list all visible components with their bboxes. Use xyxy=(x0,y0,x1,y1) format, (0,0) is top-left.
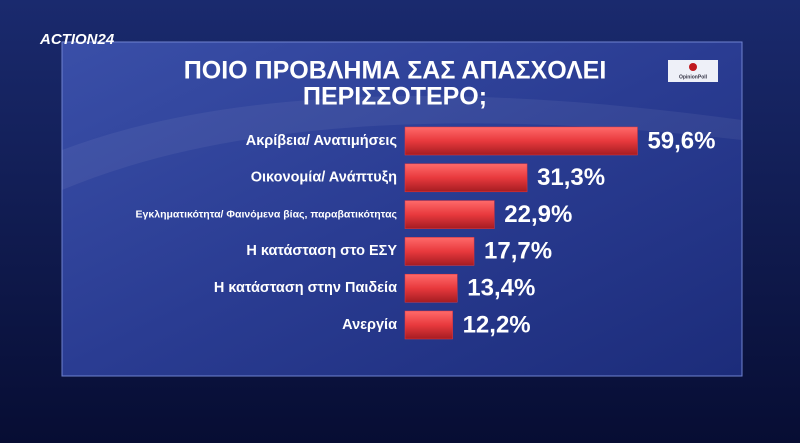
channel-logo: ACTION24 xyxy=(39,31,115,48)
value-label: 17,7% xyxy=(484,238,552,265)
category-label: Εγκληματικότητα/ Φαινόμενα βίας, παραβατ… xyxy=(136,208,398,220)
bar xyxy=(404,310,453,340)
bar xyxy=(404,126,638,156)
swoosh xyxy=(62,96,742,190)
category-label: Οικονομία/ Ανάπτυξη xyxy=(251,170,397,186)
source-logo: OpinionPoll xyxy=(679,74,708,80)
value-label: 22,9% xyxy=(504,201,572,228)
value-label: 59,6% xyxy=(647,127,715,154)
category-label: Ακρίβεια/ Ανατιμήσεις xyxy=(246,133,397,149)
chart-title: ΠΕΡΙΣΣΟΤΕΡΟ; xyxy=(303,83,487,111)
value-label: 13,4% xyxy=(467,275,535,302)
panel xyxy=(61,41,743,377)
bar xyxy=(404,200,495,229)
chart-title: ΠΟΙΟ ΠΡΟΒΛΗΜΑ ΣΑΣ ΑΠΑΣΧΟΛΕΙ xyxy=(184,57,607,85)
value-label: 12,2% xyxy=(463,311,531,338)
source-logo-dot xyxy=(689,63,697,71)
category-label: Η κατάσταση στο ΕΣΥ xyxy=(246,243,397,259)
value-label: 31,3% xyxy=(537,164,605,191)
category-label: Ανεργία xyxy=(342,317,397,333)
bar xyxy=(404,237,475,266)
bar xyxy=(404,273,458,303)
category-label: Η κατάσταση στην Παιδεία xyxy=(214,280,397,296)
bar xyxy=(404,163,528,193)
